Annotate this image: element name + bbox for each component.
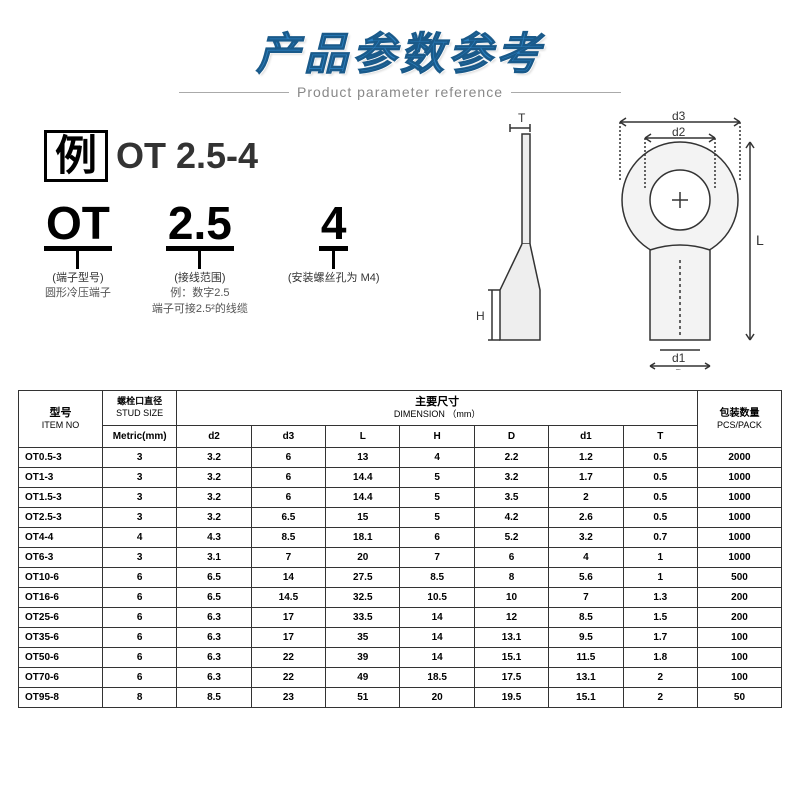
table-row: OT1-333.2614.453.21.70.51000 bbox=[19, 467, 782, 487]
table-row: OT70-666.3224918.517.513.12100 bbox=[19, 667, 782, 687]
spec-table: 型号 ITEM NO 螺栓口直径 STUD SIZE 主要尺寸 DIMENSIO… bbox=[18, 390, 782, 708]
table-row: OT10-666.51427.58.585.61500 bbox=[19, 567, 782, 587]
hdr-H: H bbox=[400, 425, 474, 447]
subtitle-row: Product parameter reference bbox=[0, 84, 800, 100]
label-D: D bbox=[675, 367, 684, 370]
title-area: 产品参数参考 Product parameter reference bbox=[0, 0, 800, 100]
divider-left bbox=[179, 92, 289, 93]
label-L: L bbox=[756, 232, 764, 248]
hdr-item: 型号 ITEM NO bbox=[19, 391, 103, 448]
table-row: OT1.5-333.2614.453.520.51000 bbox=[19, 487, 782, 507]
label-H: H bbox=[476, 309, 485, 323]
hdr-d2: d2 bbox=[177, 425, 251, 447]
table-row: OT2.5-333.26.51554.22.60.51000 bbox=[19, 507, 782, 527]
part-big-screw: 4 bbox=[319, 200, 349, 251]
table-row: OT4-444.38.518.165.23.20.71000 bbox=[19, 527, 782, 547]
table-row: OT0.5-333.261342.21.20.52000 bbox=[19, 447, 782, 467]
part-label: (安装螺丝孔为 M4) bbox=[288, 271, 380, 286]
table-row: OT35-666.317351413.19.51.7100 bbox=[19, 627, 782, 647]
hdr-L: L bbox=[326, 425, 400, 447]
part-big-ot: OT bbox=[44, 200, 112, 251]
divider-right bbox=[511, 92, 621, 93]
part-label: (接线范围) bbox=[152, 271, 248, 286]
table-row: OT25-666.31733.514128.51.5200 bbox=[19, 607, 782, 627]
subtitle: Product parameter reference bbox=[297, 84, 503, 100]
table-row: OT50-666.322391415.111.51.8100 bbox=[19, 647, 782, 667]
part-ot: OT (端子型号) 圆形冷压端子 bbox=[44, 200, 112, 317]
table-row: OT16-666.514.532.510.51071.3200 bbox=[19, 587, 782, 607]
example-box: 例 bbox=[44, 130, 108, 182]
part-sub: 圆形冷压端子 bbox=[44, 286, 112, 301]
hdr-dim: 主要尺寸 DIMENSION （mm） bbox=[177, 391, 698, 426]
hdr-d1: d1 bbox=[549, 425, 623, 447]
hdr-stud: 螺栓口直径 STUD SIZE bbox=[102, 391, 176, 426]
part-label: (端子型号) bbox=[44, 271, 112, 286]
main-title: 产品参数参考 bbox=[0, 18, 800, 82]
terminal-diagram: T H d3 d2 bbox=[470, 110, 770, 370]
part-screw: 4 (安装螺丝孔为 M4) bbox=[288, 200, 380, 317]
part-sub: 例：数字2.5 端子可接2.5²的线缆 bbox=[152, 286, 248, 317]
example-row: 例 OT 2.5-4 bbox=[44, 130, 258, 182]
hdr-T: T bbox=[623, 425, 697, 447]
label-T: T bbox=[518, 111, 526, 125]
hdr-d3: d3 bbox=[251, 425, 325, 447]
part-big-range: 2.5 bbox=[166, 200, 234, 251]
part-range: 2.5 (接线范围) 例：数字2.5 端子可接2.5²的线缆 bbox=[152, 200, 248, 317]
label-d2: d2 bbox=[672, 125, 686, 139]
table-row: OT6-333.172076411000 bbox=[19, 547, 782, 567]
stem bbox=[198, 251, 201, 269]
hdr-D: D bbox=[474, 425, 548, 447]
label-d1: d1 bbox=[672, 351, 686, 365]
parts-row: OT (端子型号) 圆形冷压端子 2.5 (接线范围) 例：数字2.5 端子可接… bbox=[44, 200, 380, 317]
hdr-pack: 包装数量 PCS/PACK bbox=[697, 391, 781, 448]
table-row: OT95-888.523512019.515.1250 bbox=[19, 687, 782, 707]
example-code: OT 2.5-4 bbox=[116, 135, 258, 177]
stem bbox=[332, 251, 335, 269]
hdr-metric: Metric(mm) bbox=[102, 425, 176, 447]
label-d3: d3 bbox=[672, 110, 686, 123]
stem bbox=[76, 251, 79, 269]
